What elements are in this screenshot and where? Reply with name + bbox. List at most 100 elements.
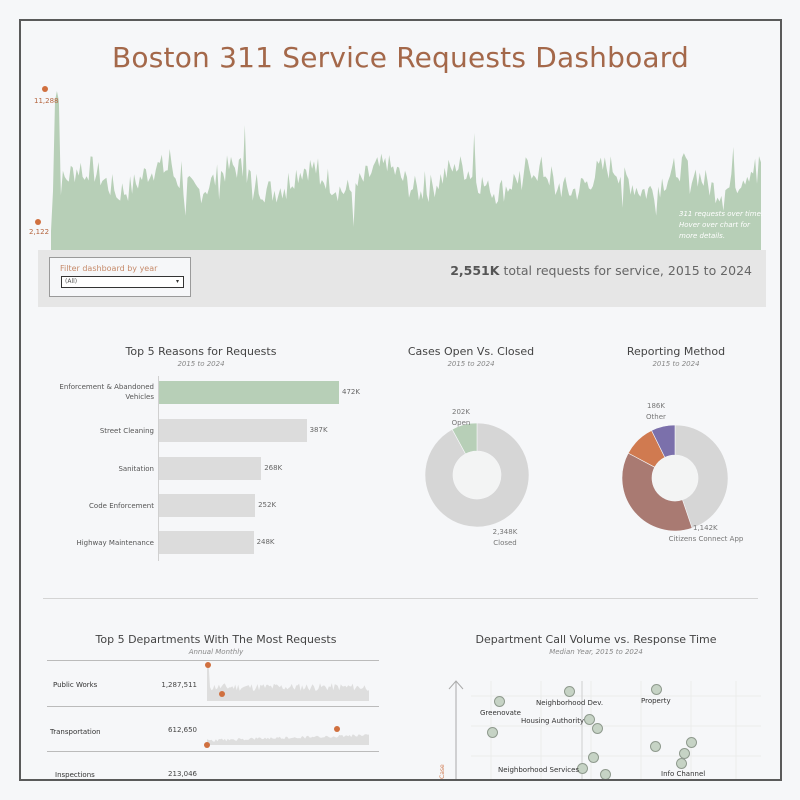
scatter-point[interactable] bbox=[650, 741, 661, 752]
dept-value: 612,650 bbox=[168, 726, 197, 734]
scatter-label-info-channel: Info Channel bbox=[661, 770, 706, 778]
bar-category-label: Street Cleaning bbox=[99, 427, 154, 435]
bar-category-label: Sanitation bbox=[118, 465, 154, 473]
public-works-sparkline[interactable] bbox=[203, 661, 373, 705]
bar[interactable] bbox=[159, 457, 262, 480]
departments-row-divider bbox=[47, 751, 379, 752]
app-label: 1,142K Citizens Connect App bbox=[661, 523, 751, 545]
timeline-max-marker[interactable] bbox=[42, 86, 48, 92]
scatter-point[interactable] bbox=[487, 727, 498, 738]
departments-title: Top 5 Departments With The Most Requests bbox=[95, 633, 337, 646]
top-reasons-title: Top 5 Reasons for Requests bbox=[125, 345, 277, 358]
sparkline-marker-a[interactable] bbox=[204, 742, 210, 748]
other-text: Other bbox=[646, 413, 666, 421]
bar-category-label: Enforcement & Abandoned Vehicles bbox=[59, 383, 154, 401]
open-closed-donut[interactable] bbox=[425, 423, 529, 527]
bar-value-label: 248K bbox=[256, 538, 275, 546]
bar[interactable] bbox=[159, 381, 339, 404]
scatter-point[interactable] bbox=[584, 714, 595, 725]
bar-value-label: 252K bbox=[258, 501, 277, 509]
app-text: Citizens Connect App bbox=[668, 535, 744, 543]
top-reasons-subtitle: 2015 to 2024 bbox=[177, 360, 225, 368]
scatter-point[interactable] bbox=[651, 684, 662, 695]
bar-value-label: 387K bbox=[309, 426, 328, 434]
top-reasons-axis bbox=[158, 376, 159, 561]
scatter-label-greenovate: Greenovate bbox=[480, 709, 521, 717]
scatter-title: Department Call Volume vs. Response Time bbox=[475, 633, 717, 646]
scatter-grid bbox=[471, 681, 761, 779]
scatter-label-housing-authority: Housing Authority bbox=[521, 717, 585, 725]
sparkline-marker-b[interactable] bbox=[219, 691, 225, 697]
open-value: 202K bbox=[452, 408, 470, 416]
sparkline-area[interactable] bbox=[207, 734, 369, 745]
closed-value: 2,348K bbox=[492, 528, 518, 536]
scatter-y-axis-label: Case bbox=[439, 764, 446, 779]
page-title: Boston 311 Service Requests Dashboard bbox=[112, 41, 689, 74]
departments-top-line bbox=[47, 660, 379, 661]
scatter-point[interactable] bbox=[676, 758, 687, 769]
year-filter-dropdown[interactable]: (All) ▾ bbox=[61, 276, 184, 288]
dept-name: Public Works bbox=[53, 681, 98, 689]
reporting-method-donut[interactable] bbox=[622, 425, 728, 531]
reporting-method-slice-citizens-connect-app[interactable] bbox=[674, 425, 728, 529]
bar-category-label: Highway Maintenance bbox=[76, 539, 154, 547]
transportation-sparkline[interactable] bbox=[203, 721, 373, 749]
bar[interactable] bbox=[159, 419, 307, 442]
dept-value: 1,287,511 bbox=[161, 681, 197, 689]
sparkline-area[interactable] bbox=[207, 663, 369, 701]
closed-label: 2,348K Closed bbox=[483, 527, 527, 549]
timeline-min-label: 2,122 bbox=[29, 228, 50, 236]
sparkline-marker-a[interactable] bbox=[205, 662, 211, 668]
reporting-method-subtitle: 2015 to 2024 bbox=[652, 360, 700, 368]
total-requests-summary: 2,551K total requests for service, 2015 t… bbox=[450, 263, 752, 278]
summary-band: Filter dashboard by year (All) ▾ 2,551K t… bbox=[38, 250, 766, 307]
section-divider bbox=[43, 598, 758, 599]
scatter-subtitle: Median Year, 2015 to 2024 bbox=[549, 648, 643, 656]
bar-category-label: Code Enforcement bbox=[89, 502, 154, 510]
departments-row-divider bbox=[47, 706, 379, 707]
bar[interactable] bbox=[159, 494, 256, 517]
open-text: Open bbox=[451, 419, 471, 427]
other-value: 186K bbox=[647, 402, 665, 410]
scatter-point[interactable] bbox=[588, 752, 599, 763]
timeline-hover-note: 311 requests over time. Hover over chart… bbox=[679, 210, 764, 240]
bar-value-label: 268K bbox=[264, 464, 283, 472]
scatter-y-axis-arrow bbox=[448, 680, 464, 779]
requests-timeline-chart[interactable] bbox=[35, 81, 765, 253]
scatter-label-neighborhood-services: Neighborhood Services bbox=[498, 766, 580, 774]
dept-name: Inspections bbox=[55, 771, 95, 779]
timeline-min-marker[interactable] bbox=[35, 219, 41, 225]
scatter-point[interactable] bbox=[577, 763, 588, 774]
year-filter-panel: Filter dashboard by year (All) ▾ bbox=[49, 257, 191, 297]
closed-text: Closed bbox=[493, 539, 517, 547]
total-requests-text: total requests for service, 2015 to 2024 bbox=[503, 263, 752, 278]
bar[interactable] bbox=[159, 531, 254, 554]
open-closed-hole bbox=[453, 451, 501, 499]
scatter-label-property: Property bbox=[641, 697, 671, 705]
scatter-point[interactable] bbox=[600, 769, 611, 779]
timeline-area[interactable] bbox=[51, 91, 761, 251]
sparkline-marker-b[interactable] bbox=[334, 726, 340, 732]
other-label: 186K Other bbox=[636, 401, 676, 423]
year-filter-label: Filter dashboard by year bbox=[60, 264, 158, 273]
departments-subtitle: Annual Monthly bbox=[188, 648, 244, 656]
scatter-point[interactable] bbox=[592, 723, 603, 734]
app-value: 1,142K bbox=[693, 524, 718, 532]
open-closed-subtitle: 2015 to 2024 bbox=[447, 360, 495, 368]
timeline-max-label: 11,288 bbox=[34, 97, 59, 105]
total-requests-value: 2,551K bbox=[450, 263, 500, 278]
scatter-label-neighborhood-dev: Neighborhood Dev. bbox=[536, 699, 604, 707]
reporting-method-hole bbox=[652, 455, 698, 501]
dropdown-arrow-icon: ▾ bbox=[175, 278, 179, 285]
bar-value-label: 472K bbox=[342, 388, 360, 396]
scatter-point[interactable] bbox=[686, 737, 697, 748]
scatter-point[interactable] bbox=[564, 686, 575, 697]
open-label: 202K Open bbox=[441, 407, 481, 429]
reporting-method-title: Reporting Method bbox=[626, 345, 726, 358]
dept-name: Transportation bbox=[50, 728, 101, 736]
dashboard-frame: Boston 311 Service Requests Dashboard 11… bbox=[19, 19, 782, 781]
year-filter-value: (All) bbox=[65, 278, 78, 285]
scatter-point[interactable] bbox=[494, 696, 505, 707]
dept-value: 213,046 bbox=[168, 770, 197, 778]
open-closed-title: Cases Open Vs. Closed bbox=[407, 345, 535, 358]
